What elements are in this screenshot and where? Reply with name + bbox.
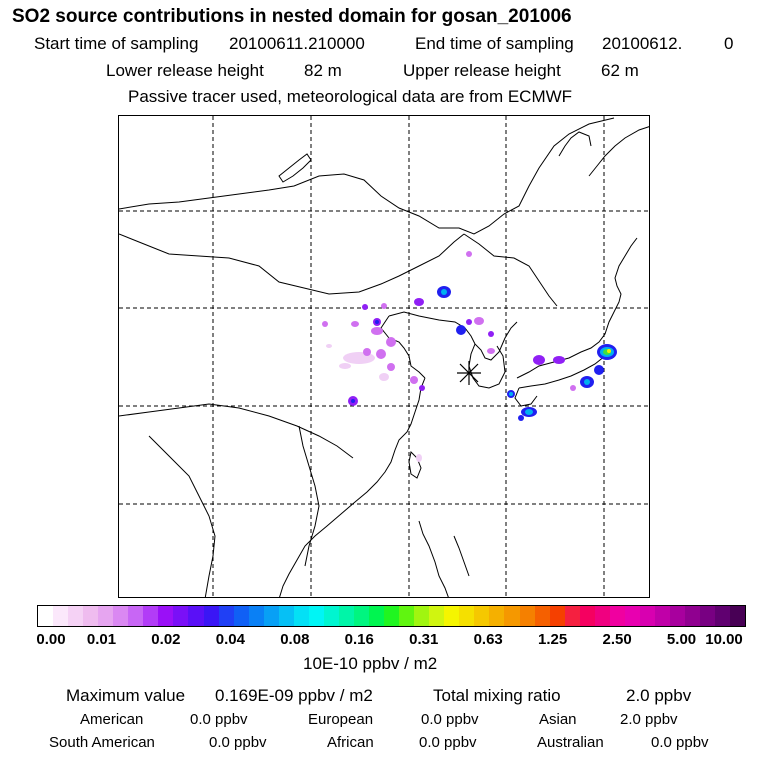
lower-height-value: 82 m [304, 61, 342, 80]
max-value: 0.169E-09 ppbv / m2 [215, 686, 373, 705]
color-swatch [384, 606, 400, 626]
lower-height-label: Lower release height [106, 61, 264, 80]
color-swatch [579, 606, 595, 626]
color-swatch [338, 606, 354, 626]
color-swatch [549, 606, 565, 626]
region-value-african: 0.0 ppbv [419, 734, 477, 751]
color-swatch [414, 606, 430, 626]
color-scale-tick-label: 2.50 [602, 631, 632, 648]
color-swatch [474, 606, 490, 626]
upper-height-value: 62 m [601, 61, 639, 80]
color-swatch [459, 606, 475, 626]
color-scale-tick-label: 0.63 [473, 631, 503, 648]
color-swatch [730, 606, 746, 626]
color-swatch [113, 606, 129, 626]
color-swatch [519, 606, 535, 626]
receptor-marker-icon [457, 361, 481, 385]
color-swatch [308, 606, 324, 626]
color-swatch [38, 606, 54, 626]
color-swatch [564, 606, 580, 626]
concentration-plume [322, 251, 617, 462]
color-swatch [429, 606, 445, 626]
color-swatch [218, 606, 234, 626]
color-scale-tick-label: 1.25 [538, 631, 568, 648]
color-swatch [624, 606, 640, 626]
color-swatch [53, 606, 69, 626]
color-scale-tick-label: 5.00 [666, 631, 697, 648]
total-mixing-label: Total mixing ratio [433, 686, 561, 705]
end-time-label: End time of sampling [415, 34, 574, 53]
color-scale-unit: 10E-10 ppbv / m2 [303, 654, 438, 673]
start-time-value: 20100611.210000 [229, 34, 365, 53]
color-swatch [158, 606, 174, 626]
color-swatch [278, 606, 294, 626]
map-canvas [119, 116, 649, 597]
region-name-european: European [308, 711, 374, 728]
color-scale-tick-label: 0.04 [215, 631, 245, 648]
color-swatch [173, 606, 189, 626]
color-swatch [128, 606, 144, 626]
color-scale-tick-label: 0.31 [409, 631, 439, 648]
color-swatch [143, 606, 159, 626]
upper-height-label: Upper release height [403, 61, 561, 80]
region-name-african: African [327, 734, 374, 751]
region-value-asian: 2.0 ppbv [620, 711, 678, 728]
color-swatch [233, 606, 249, 626]
color-scale-tick-label: 0.16 [344, 631, 374, 648]
color-swatch [399, 606, 415, 626]
max-value-label: Maximum value [66, 686, 186, 705]
color-swatch [248, 606, 264, 626]
color-swatch [715, 606, 731, 626]
region-value-american: 0.0 ppbv [190, 711, 248, 728]
plot-title: SO2 source contributions in nested domai… [12, 6, 572, 27]
color-swatch [504, 606, 520, 626]
color-swatch [188, 606, 204, 626]
color-swatch [369, 606, 385, 626]
color-scale-tick-label: 10.00 [705, 631, 743, 648]
end-time-suffix: 0 [724, 34, 734, 53]
model-note: Passive tracer used, meteorological data… [128, 87, 573, 106]
total-mixing-value: 2.0 ppbv [626, 686, 692, 705]
color-swatch [654, 606, 670, 626]
color-swatch [323, 606, 339, 626]
color-swatch [293, 606, 309, 626]
region-value-european: 0.0 ppbv [421, 711, 479, 728]
region-value-australian: 0.0 ppbv [651, 734, 709, 751]
color-swatch [83, 606, 99, 626]
region-value-south-american: 0.0 ppbv [209, 734, 267, 751]
color-swatch [685, 606, 701, 626]
color-swatch [639, 606, 655, 626]
end-time-value: 20100612. [602, 34, 683, 53]
color-swatch [534, 606, 550, 626]
color-scale-tick-label: 0.02 [151, 631, 181, 648]
color-swatch [68, 606, 84, 626]
color-scale-tick-label: 0.01 [86, 631, 117, 648]
color-swatch [263, 606, 279, 626]
region-name-south-american: South American [49, 734, 155, 751]
map-panel [118, 115, 650, 598]
region-name-asian: Asian [539, 711, 577, 728]
color-swatch [444, 606, 460, 626]
color-scale-tick-label: 0.00 [36, 631, 66, 648]
color-swatch [489, 606, 505, 626]
color-scale-bar [37, 605, 746, 627]
color-swatch [203, 606, 219, 626]
color-swatch [98, 606, 114, 626]
color-swatch [669, 606, 686, 626]
color-scale-tick-label: 0.08 [280, 631, 310, 648]
region-name-american: American [80, 711, 144, 728]
region-name-australian: Australian [537, 734, 604, 751]
color-swatch [353, 606, 370, 626]
coastlines [119, 117, 649, 597]
color-swatch [594, 606, 610, 626]
color-swatch [700, 606, 716, 626]
color-swatch [609, 606, 625, 626]
start-time-label: Start time of sampling [34, 34, 199, 53]
